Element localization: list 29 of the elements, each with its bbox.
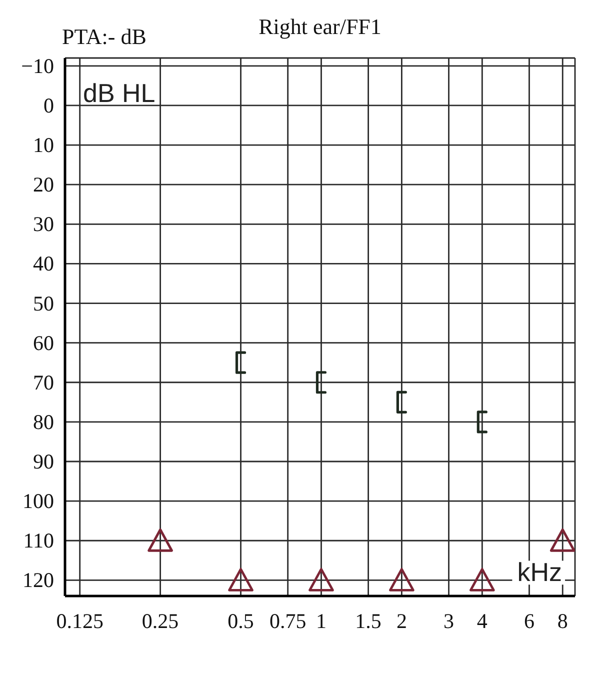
x-tick-label: 6 — [524, 609, 534, 633]
y-tick-label: 70 — [33, 370, 54, 394]
chart-title: Right ear/FF1 — [258, 14, 382, 39]
x-tick-label: 0.5 — [228, 609, 254, 633]
y-tick-label: 10 — [33, 133, 54, 158]
x-tick-label: 8 — [557, 609, 568, 633]
x-tick-label: 0.75 — [269, 609, 306, 633]
y-tick-label: −10 — [21, 54, 54, 78]
y-tick-label: 50 — [33, 291, 54, 316]
y-tick-label: 0 — [44, 93, 54, 118]
y-tick-label: 80 — [33, 410, 54, 434]
x-axis-title: kHz — [517, 557, 562, 587]
y-tick-label: 110 — [23, 528, 54, 553]
y-tick-label: 60 — [33, 330, 54, 355]
chart-subtitle: PTA:- dB — [62, 24, 146, 50]
x-tick-label: 2 — [396, 609, 407, 633]
y-tick-label: 40 — [33, 252, 54, 276]
y-tick-label: 90 — [33, 450, 54, 474]
x-tick-label: 4 — [476, 609, 488, 633]
y-tick-label: 120 — [22, 568, 54, 592]
y-tick-label: 100 — [22, 489, 54, 514]
y-tick-label: 20 — [33, 172, 54, 197]
y-axis-title: dB HL — [83, 78, 156, 108]
x-tick-label: 1.5 — [355, 609, 382, 633]
x-tick-label: 0.25 — [142, 609, 179, 633]
y-tick-label: 30 — [33, 212, 54, 236]
x-tick-label: 1 — [316, 609, 326, 633]
x-tick-label: 0.125 — [56, 609, 104, 633]
x-tick-label: 3 — [444, 609, 454, 633]
